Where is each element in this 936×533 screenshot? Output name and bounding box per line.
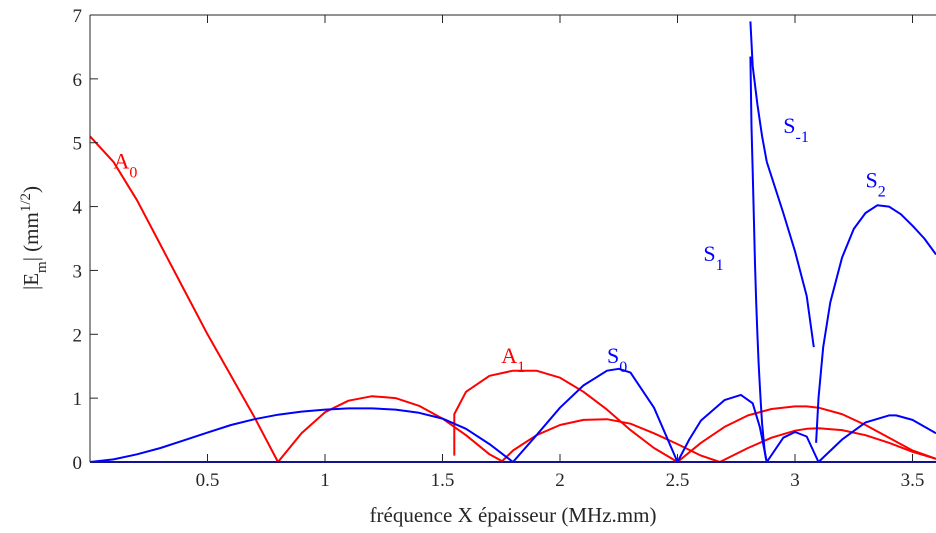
curve-label-5: S2 bbox=[866, 167, 886, 200]
plot-frame bbox=[89, 14, 936, 463]
curve-labels-layer: A0 A1 S0 S1 S-1 S2 bbox=[114, 113, 886, 375]
x-tick-label-0: 0.5 bbox=[196, 470, 220, 491]
series-line-9 bbox=[676, 393, 768, 463]
series-line-4 bbox=[676, 405, 936, 463]
curve-label-3: S1 bbox=[703, 241, 723, 274]
series-line-15 bbox=[749, 56, 768, 463]
curve-label-0: A0 bbox=[114, 148, 138, 181]
series-line-1 bbox=[277, 395, 505, 463]
series-line-13 bbox=[765, 161, 815, 348]
x-tick-label-1: 1 bbox=[320, 470, 330, 491]
curve-label-1: A1 bbox=[501, 343, 525, 376]
y-tick-label-3: 3 bbox=[73, 261, 83, 282]
y-tick-label-4: 4 bbox=[73, 198, 83, 219]
y-tick-label-1: 1 bbox=[73, 389, 83, 410]
ticks-layer: 0.5 1 1.5 2 2.5 3 3.5 0 1 2 3 4 5 6 7 bbox=[73, 6, 925, 491]
series-line-2 bbox=[453, 369, 679, 463]
y-tick-label-6: 6 bbox=[73, 70, 83, 91]
x-tick-label-4: 2.5 bbox=[666, 470, 690, 491]
series-line-11 bbox=[817, 414, 936, 463]
x-tick-label-3: 2 bbox=[555, 470, 565, 491]
x-axis-label: fréquence X épaisseur (MHz.mm) bbox=[370, 503, 657, 527]
x-tick-label-2: 1.5 bbox=[431, 470, 455, 491]
y-tick-label-0: 0 bbox=[73, 453, 83, 474]
series-line-12 bbox=[749, 21, 768, 163]
y-tick-label-5: 5 bbox=[73, 134, 83, 155]
y-axis-label: |Em| (mm1/2) bbox=[18, 186, 50, 290]
curve-label-4: S-1 bbox=[783, 113, 809, 146]
y-tick-label-2: 2 bbox=[73, 325, 83, 346]
series-line-10 bbox=[765, 431, 820, 463]
series-line-3 bbox=[500, 418, 721, 463]
series-line-14 bbox=[815, 204, 936, 443]
curve-label-2: S0 bbox=[607, 343, 627, 376]
series-line-7 bbox=[89, 407, 514, 463]
curves-layer bbox=[89, 21, 936, 463]
series-line-8 bbox=[512, 367, 679, 463]
y-tick-label-7: 7 bbox=[73, 6, 83, 27]
x-tick-label-6: 3.5 bbox=[901, 470, 925, 491]
x-tick-label-5: 3 bbox=[790, 470, 800, 491]
series-line-0 bbox=[89, 135, 279, 463]
